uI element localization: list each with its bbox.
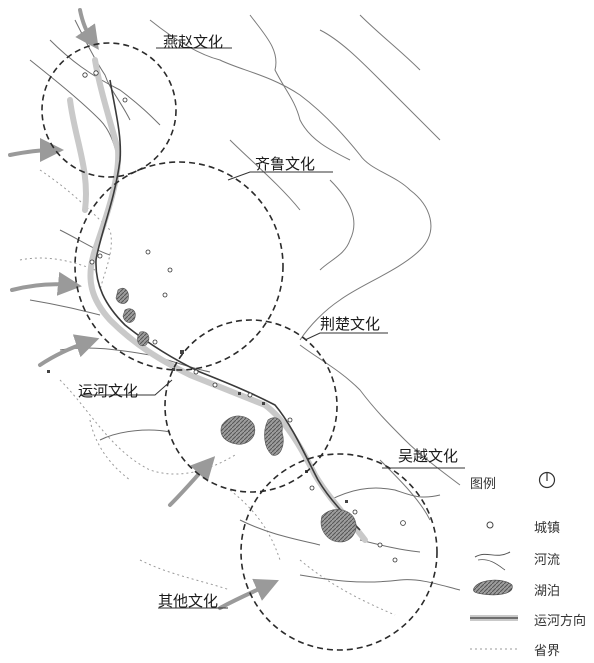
circle-qilu [74, 161, 284, 371]
circle-wuyue [240, 453, 438, 651]
legend-label-river: 河流 [534, 553, 561, 568]
culture-circles [41, 42, 438, 651]
canal-route [67, 57, 368, 543]
label-leaders [80, 47, 465, 609]
circle-yanzhao [41, 42, 177, 178]
legend-title: 图例 [470, 477, 497, 492]
legend-label-boundary: 省界 [534, 644, 561, 659]
influence-arrows [8, 8, 279, 610]
province-boundaries [19, 169, 396, 616]
legend-label-town: 城镇 [534, 521, 561, 536]
label-yanzhao: 燕赵文化 [163, 33, 224, 51]
canal-route-core [95, 79, 361, 531]
coastline [149, 14, 461, 521]
label-qita: 其他文化 [158, 592, 219, 610]
legend-label-lake: 湖泊 [534, 584, 561, 599]
label-qilu: 齐鲁文化 [255, 155, 316, 173]
rivers [29, 19, 461, 591]
label-yunhe: 运河文化 [78, 382, 139, 400]
label-wuyue: 吴越文化 [398, 447, 459, 465]
circle-jingchu [164, 319, 338, 493]
legend-symbols [470, 521, 518, 650]
lakes [115, 288, 357, 543]
legend-label-canal: 运河方向 [534, 614, 587, 629]
towns [82, 70, 406, 563]
north-arrow-icon [538, 471, 556, 489]
label-jingchu: 荆楚文化 [320, 315, 381, 333]
